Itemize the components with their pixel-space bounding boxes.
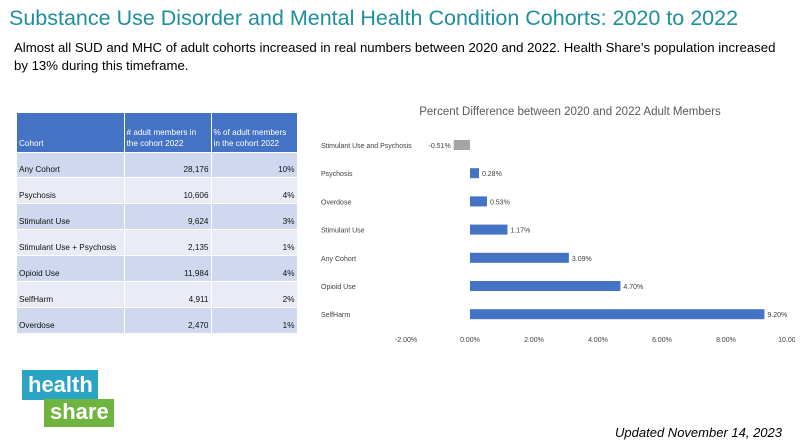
member-count: 11,984 — [124, 255, 212, 282]
table-row: Stimulant Use + Psychosis 2,135 1% — [17, 229, 298, 256]
cohort-name: Stimulant Use + Psychosis — [17, 229, 125, 256]
bar — [470, 224, 508, 235]
member-count: 2,470 — [124, 306, 212, 334]
summary-text: Almost all SUD and MHC of adult cohorts … — [14, 40, 776, 73]
data-label: 0.28% — [482, 171, 502, 178]
member-percent: 3% — [211, 203, 298, 230]
cohort-name: SelfHarm — [17, 280, 125, 308]
data-label: 0.53% — [490, 199, 510, 206]
column-header-percent: % of adult members in the cohort 2022 — [211, 113, 298, 152]
category-label: Stimulant Use and Psychosis — [321, 143, 412, 150]
cohort-name: Any Cohort — [17, 151, 125, 178]
x-tick-label: -2.00% — [395, 337, 417, 344]
member-count: 2,135 — [124, 229, 212, 256]
table-row: Psychosis 10,606 4% — [17, 177, 298, 204]
x-tick-label: 4.00% — [588, 337, 608, 344]
logo-text-share: share — [44, 399, 114, 427]
x-tick-label: 0.00% — [460, 337, 480, 344]
health-share-logo: health share — [22, 370, 122, 430]
column-header-members: # adult members in the cohort 2022 — [124, 113, 212, 152]
bar — [470, 309, 765, 320]
x-tick-label: 10.00% — [778, 337, 795, 344]
member-count: 9,624 — [124, 203, 212, 230]
cohort-name: Opioid Use — [17, 255, 125, 282]
category-label: Opioid Use — [321, 284, 356, 291]
table-row: Any Cohort 28,176 10% — [17, 151, 298, 178]
table-row: SelfHarm 4,911 2% — [17, 280, 298, 308]
bar — [470, 281, 621, 291]
member-percent: 4% — [211, 255, 298, 282]
category-label: Overdose — [321, 199, 351, 206]
table-header-row: Cohort # adult members in the cohort 202… — [17, 113, 298, 152]
table-row: Stimulant Use 9,624 3% — [17, 203, 298, 230]
data-label: 4.70% — [623, 284, 643, 291]
x-tick-label: 6.00% — [652, 337, 672, 344]
member-percent: 2% — [211, 280, 298, 308]
cohort-name: Stimulant Use — [17, 203, 125, 230]
bar — [453, 140, 470, 150]
member-count: 28,176 — [124, 151, 212, 178]
table-row: Overdose 2,470 1% — [17, 306, 298, 334]
category-label: Stimulant Use — [321, 228, 365, 235]
member-percent: 4% — [211, 177, 298, 204]
chart-title: Percent Difference between 2020 and 2022… — [419, 106, 721, 118]
cohort-name: Overdose — [17, 306, 125, 334]
cohort-table: Cohort # adult members in the cohort 202… — [17, 113, 298, 334]
bar-chart: Stimulant Use and Psychosis -0.51% Psychos… — [321, 140, 795, 344]
table-row: Opioid Use 11,984 4% — [17, 255, 298, 282]
cohort-name: Psychosis — [17, 177, 125, 204]
bar — [470, 252, 569, 263]
x-tick-label: 8.00% — [716, 337, 736, 344]
category-label: SelfHarm — [321, 312, 350, 319]
page-title: Substance Use Disorder and Mental Health… — [9, 6, 739, 30]
member-percent: 1% — [211, 229, 298, 256]
updated-date: Updated November 14, 2023 — [615, 425, 782, 440]
x-tick-label: 2.00% — [524, 337, 544, 344]
member-count: 4,911 — [124, 280, 212, 308]
data-label: 1.17% — [510, 228, 530, 235]
category-label: Any Cohort — [321, 256, 356, 263]
data-label: 3.09% — [572, 256, 592, 263]
category-label: Psychosis — [321, 171, 353, 178]
bar — [470, 196, 487, 207]
member-count: 10,606 — [124, 177, 212, 204]
member-percent: 1% — [211, 306, 298, 334]
bar — [470, 168, 479, 179]
data-label: -0.51% — [428, 143, 450, 150]
logo-text-health: health — [22, 370, 98, 400]
column-header-cohort: Cohort — [17, 113, 125, 152]
data-label: 9.20% — [767, 312, 787, 319]
member-percent: 10% — [211, 151, 298, 178]
